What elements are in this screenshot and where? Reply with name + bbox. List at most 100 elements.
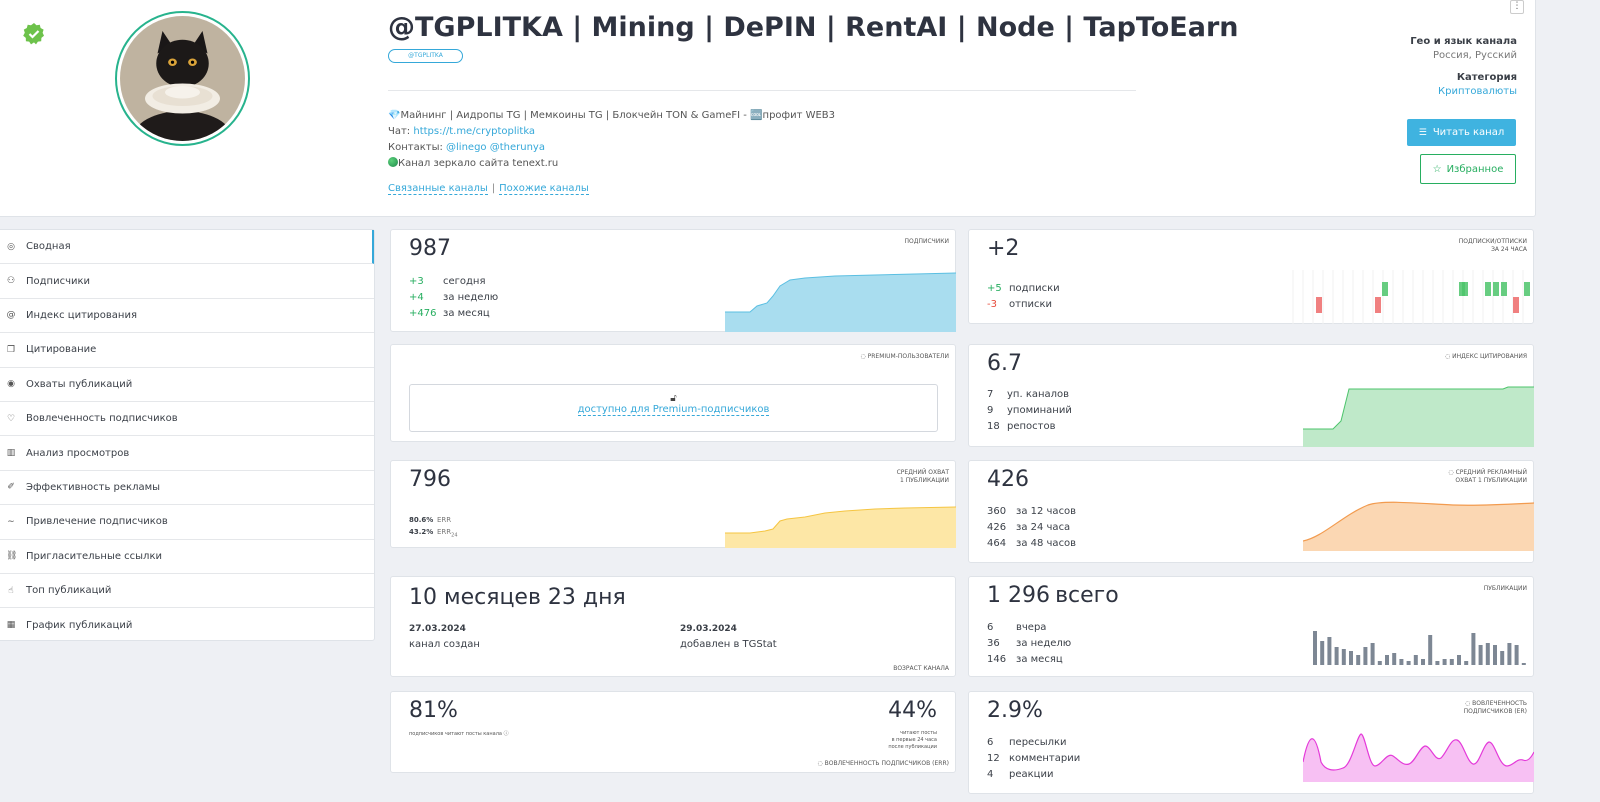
- posts-bar: [1413, 655, 1418, 665]
- premium-label-text: PREMIUM-ПОЛЬЗОВАТЕЛИ: [867, 353, 949, 360]
- citation-card[interactable]: 6.7 ◌ ИНДЕКС ЦИТИРОВАНИЯ 7 уп. каналов 9 у…: [968, 344, 1534, 447]
- channel-title: @TGPLITKA | Mining | DePIN | RentAI | No…: [388, 12, 1239, 43]
- posts-bar: [1471, 633, 1476, 665]
- engagement-label: ◌ ВОВЛЕЧЕННОСТЬ ПОДПИСЧИКОВ (ERR): [818, 760, 949, 768]
- sidebar-item-4[interactable]: ❐ Цитирование: [0, 333, 374, 368]
- read-channel-button[interactable]: ☰ Читать канал: [1407, 119, 1516, 146]
- sidebar-item-1[interactable]: ◎ Сводная: [0, 230, 374, 265]
- engagement-value-24: 44%: [888, 698, 937, 723]
- citation-area-chart: [1303, 386, 1534, 447]
- err24-value: 43.2%: [409, 528, 434, 536]
- sidebar-item-2[interactable]: ⚇ Подписчики: [0, 264, 374, 299]
- subscribe-bar: [1493, 282, 1499, 296]
- stat-text: пересылки: [1009, 736, 1067, 748]
- sidebar-item-11[interactable]: ☝ Топ публикаций: [0, 574, 374, 609]
- posts-bar: [1464, 661, 1469, 665]
- created-date: 27.03.2024: [409, 624, 466, 634]
- stat-num: 12: [987, 752, 1000, 764]
- premium-link[interactable]: доступно для Premium-подписчиков: [577, 404, 770, 416]
- er-card[interactable]: 2.9% ◌ ВОВЛЕЧЕННОСТЬ ПОДПИСЧИКОВ (ER) 6 пе…: [968, 691, 1534, 794]
- contacts-label: Контакты:: [388, 142, 443, 153]
- stat-num: 7: [987, 388, 994, 400]
- engagement-icon: ♡: [6, 413, 16, 424]
- stat-text: реакции: [1009, 768, 1054, 780]
- posts-bar: [1521, 663, 1526, 665]
- subscribe-bar: [1462, 282, 1468, 296]
- unsubscribe-bar: [1375, 297, 1381, 313]
- citation-info-icon: ◌: [1444, 353, 1453, 360]
- stat-num: 146: [987, 653, 1007, 665]
- stat-num: +476: [409, 307, 437, 319]
- posts-bar: [1457, 655, 1461, 665]
- sidebar-item-label: Подписчики: [26, 275, 91, 287]
- favorite-button[interactable]: ☆ Избранное: [1420, 154, 1516, 184]
- premium-info-icon: ◌: [860, 353, 868, 360]
- sidebar-item-label: Индекс цитирования: [26, 309, 137, 321]
- sidebar-item-8[interactable]: ✐ Эффективность рекламы: [0, 471, 374, 506]
- channel-username-badge[interactable]: @TGPLITKA: [388, 49, 463, 63]
- more-options-button[interactable]: ⋮: [1510, 0, 1524, 14]
- chat-link[interactable]: https://t.me/cryptoplitka: [413, 126, 536, 137]
- megaphone-icon: ✐: [7, 482, 15, 493]
- posts-card[interactable]: 1 296 всего ПУБЛИКАЦИИ 6 вчера 36 за недел…: [968, 576, 1534, 677]
- related-links: Связанные каналы | Похожие каналы: [388, 183, 589, 195]
- premium-card[interactable]: ◌ PREMIUM-ПОЛЬЗОВАТЕЛИ 🔓︎ доступно для P…: [390, 344, 956, 442]
- posts-bar: [1493, 645, 1497, 665]
- engagement-err-card[interactable]: 81% подписчиков читают посты канала ⓘ 44…: [390, 691, 956, 773]
- posts-bar: [1370, 643, 1375, 665]
- globe-icon: [388, 157, 398, 167]
- sidebar-item-9[interactable]: ∼ Привлечение подписчиков: [0, 505, 374, 540]
- subs-unsubs-stats: +5 подписки -3 отписки: [987, 280, 1060, 312]
- sidebar-item-10[interactable]: ⛓ Пригласительные ссылки: [0, 540, 374, 574]
- help-icon[interactable]: ⓘ: [503, 731, 509, 737]
- related-channels-link[interactable]: Связанные каналы: [388, 183, 488, 195]
- sidebar-item-7[interactable]: ▥ Анализ просмотров: [0, 436, 374, 471]
- caption-line: после публикации: [888, 744, 937, 750]
- stat-num: 4: [987, 768, 994, 780]
- category-link[interactable]: Криптовалюты: [1438, 86, 1517, 97]
- ad-reach-card[interactable]: 426 ◌ СРЕДНИЙ РЕКЛАМНЫЙ ОХВАТ 1 ПУБЛИКАЦИ…: [968, 460, 1534, 563]
- posts-bar: [1485, 643, 1490, 665]
- err24-sub: 24: [451, 532, 458, 539]
- ad-reach-area-chart: [1303, 501, 1534, 551]
- subs-unsubs-card[interactable]: +2 ПОДПИСКИ/ОТПИСКИ ЗА 24 ЧАСА +5 подписки…: [968, 229, 1534, 324]
- er-stats: 6 пересылки 12 комментарии 4 реакции: [987, 734, 1080, 782]
- description-line: 💎Майнинг | Аидропы TG | Мемкоины TG | Бл…: [388, 110, 836, 121]
- stat-text: за месяц: [1016, 653, 1063, 665]
- posts-bar: [1320, 641, 1325, 665]
- stat-text: отписки: [1009, 298, 1053, 310]
- posts-bar: [1514, 645, 1519, 665]
- channel-age-label: ВОЗРАСТ КАНАЛА: [893, 665, 949, 672]
- posts-bar: [1349, 651, 1353, 665]
- geo-label: Гео и язык канала: [1410, 36, 1517, 47]
- added-block: 29.03.2024 добавлен в TGStat: [680, 621, 777, 653]
- premium-locked-box[interactable]: 🔓︎ доступно для Premium-подписчиков: [409, 384, 938, 432]
- channel-description: 💎Майнинг | Аидропы TG | Мемкоины TG | Бл…: [388, 108, 835, 172]
- link-icon: ⛓: [6, 551, 18, 562]
- stat-text: вчера: [1016, 621, 1047, 633]
- mirror-text: Канал зеркало сайта tenext.ru: [398, 158, 559, 169]
- black-cat-avatar-icon: [120, 16, 245, 141]
- sidebar-item-label: Сводная: [26, 241, 71, 253]
- sidebar-item-3[interactable]: @ Индекс цитирования: [0, 299, 374, 334]
- subscribers-card[interactable]: 987 ПОДПИСЧИКИ +3 сегодня +4 за неделю +47…: [390, 229, 956, 332]
- verified-badge-icon: [23, 23, 44, 45]
- sidebar-item-5[interactable]: ◉ Охваты публикаций: [0, 368, 374, 402]
- sidebar-item-12[interactable]: ▦ График публикаций: [0, 608, 374, 642]
- caption-line: в первые 24 часа: [891, 737, 937, 743]
- caption-line: читают посты: [900, 730, 937, 736]
- posts-value: 1 296: [987, 583, 1050, 608]
- reach-value: 796: [409, 467, 451, 492]
- posts-bar: [1392, 653, 1397, 665]
- reach-card[interactable]: 796 СРЕДНИЙ ОХВАТ 1 ПУБЛИКАЦИИ 80.6% ERR 4…: [390, 460, 956, 548]
- posts-bar: [1449, 659, 1454, 665]
- ad-reach-value: 426: [987, 467, 1029, 492]
- contacts-links[interactable]: @linego @therunya: [446, 142, 545, 153]
- subs-unsubs-bar-chart: [1292, 270, 1530, 324]
- created-block: 27.03.2024 канал создан: [409, 621, 480, 653]
- posts-bar: [1385, 655, 1389, 665]
- sidebar-item-6[interactable]: ♡ Вовлеченность подписчиков: [0, 402, 374, 437]
- star-icon: ☆: [1432, 163, 1442, 175]
- channel-age-card[interactable]: 10 месяцев 23 дня 27.03.2024 канал созда…: [390, 576, 956, 677]
- similar-channels-link[interactable]: Похожие каналы: [499, 183, 589, 195]
